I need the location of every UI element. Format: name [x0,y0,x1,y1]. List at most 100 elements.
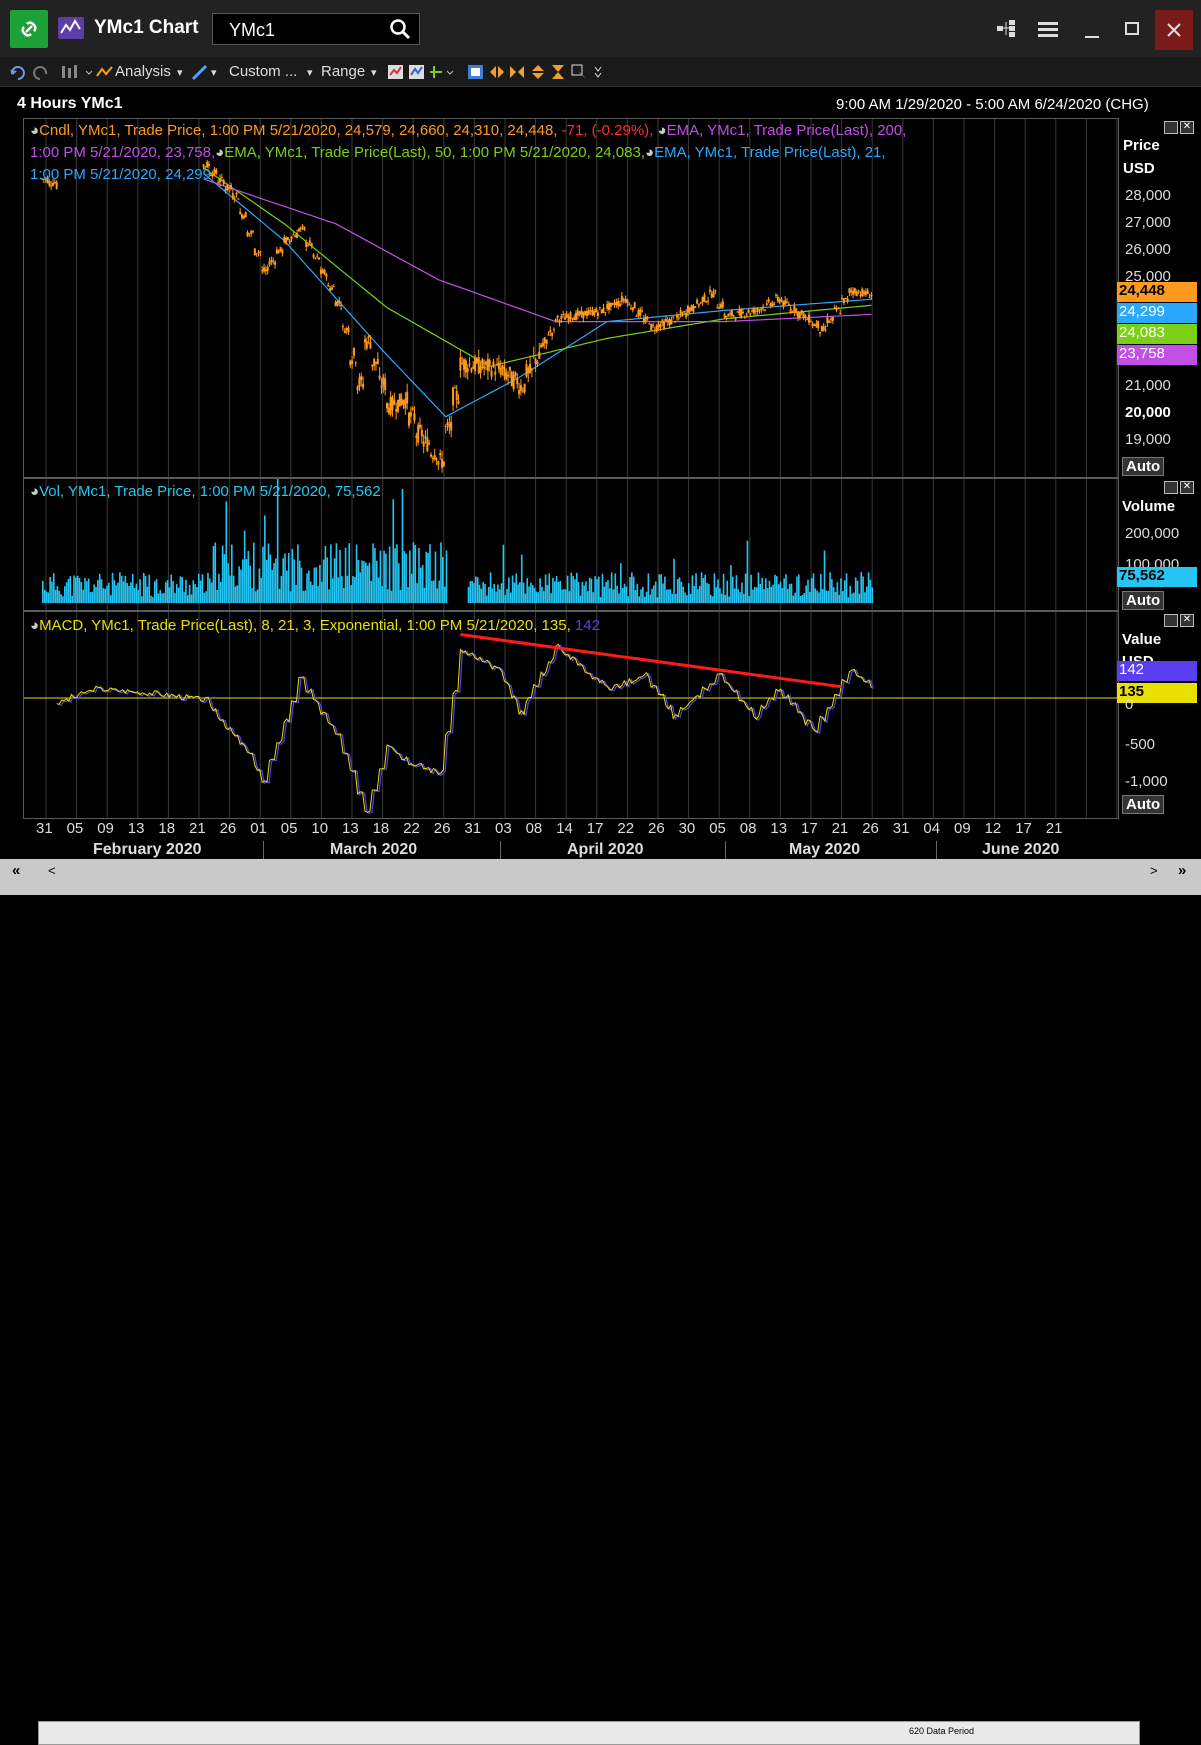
candle-body [672,316,675,318]
draw-line-icon[interactable] [191,63,209,81]
candle-body [859,294,862,296]
scroll-left-icon[interactable]: « [12,862,21,879]
candle-body [637,310,640,316]
x-axis-day-label: 01 [250,820,267,837]
menu-icon[interactable] [1032,10,1066,48]
volume-bar [610,572,613,603]
range-menu[interactable]: Range [321,63,366,80]
pane-close-icon[interactable]: ✕ [1180,614,1194,627]
undo-redo-icons[interactable] [8,62,98,82]
candle-body [870,294,873,297]
legend-toggle-icon[interactable]: ◕ [657,122,667,139]
legend-toggle-icon[interactable]: ◕ [30,617,40,634]
search-input[interactable]: YMc1 [212,13,420,45]
candle-body [813,324,816,326]
scroll-track[interactable]: 620 Data Period [38,1721,1140,1745]
volume-bar [484,584,486,603]
volume-bar [695,573,697,603]
x-axis-day-label: 05 [709,820,726,837]
volume-bar [590,578,593,603]
price-legend-row2: 1:00 PM 5/21/2020, 23,758,◕EMA, YMc1, Tr… [30,144,886,161]
candle-body [479,367,482,373]
candle-body [356,386,359,391]
volume-bar [598,576,600,603]
volume-bar [108,582,110,603]
candle-body [398,393,401,407]
pane-maximize-icon[interactable] [1164,481,1178,494]
chevron-down-icon[interactable]: ▾ [371,67,377,79]
candle-body [567,316,570,322]
volume-bar [733,588,736,603]
candle-body [363,339,366,343]
volume-bar [722,573,725,603]
scroll-right-step-icon[interactable]: > [1150,863,1158,878]
legend-toggle-icon[interactable]: ◕ [30,122,40,139]
candle-body [677,317,680,319]
candle-body [573,317,576,321]
x-axis-day-label: 17 [801,820,818,837]
legend-toggle-icon[interactable]: ◕ [215,144,225,161]
chart-tools-icons[interactable] [386,62,616,82]
search-icon[interactable] [389,18,411,40]
candle-body [358,377,361,387]
pane-maximize-icon[interactable] [1164,121,1178,134]
volume-bar [638,596,640,603]
chevron-down-icon[interactable]: ▾ [211,67,217,79]
pane-close-icon[interactable]: ✕ [1180,481,1194,494]
price-auto-button[interactable]: Auto [1122,457,1165,476]
title-bar: YMc1 Chart YMc1 [0,0,1201,57]
volume-bar [575,572,578,603]
volume-bar [631,572,633,603]
candle-body [584,311,587,316]
volume-bar [676,579,679,603]
candle-body [762,306,765,308]
candle-body [376,358,379,364]
analysis-menu[interactable]: Analysis [115,63,171,80]
volume-bar [498,589,501,603]
volume-pane[interactable]: ◕Vol, YMc1, Trade Price, 1:00 PM 5/21/20… [23,478,1119,611]
link-icon[interactable] [10,10,48,48]
macd-plot[interactable] [24,612,1118,818]
scroll-right-icon[interactable]: » [1178,862,1187,879]
candle-body [661,320,664,324]
legend-toggle-icon[interactable]: ◕ [30,483,40,500]
x-axis-day-label: 13 [127,820,145,837]
legend-ema21-value: 1:00 PM 5/21/2020, 24,299 [30,166,211,183]
price-pane[interactable]: ◕Cndl, YMc1, Trade Price, 1:00 PM 5/21/2… [23,118,1119,478]
volume-bar [207,572,209,603]
volume-bar [781,587,784,603]
candle-body [268,261,271,265]
candle-body [725,316,728,318]
volume-bar [744,573,747,603]
chevron-down-icon[interactable]: ▾ [307,67,313,79]
candle-body [613,302,616,305]
date-range[interactable]: 9:00 AM 1/29/2020 - 5:00 AM 6/24/2020 (C… [836,96,1149,113]
maximize-icon[interactable] [1115,10,1149,48]
volume-plot[interactable] [24,479,1118,610]
legend-toggle-icon[interactable]: ◕ [645,144,655,161]
custom-menu[interactable]: Custom ... [229,63,298,80]
candle-body [261,269,264,272]
volume-bar [651,588,653,603]
price-plot[interactable] [24,119,1118,477]
volume-auto-button[interactable]: Auto [1122,591,1165,610]
macd-pane[interactable]: ◕MACD, YMc1, Trade Price(Last), 8, 21, 3… [23,611,1119,819]
close-icon[interactable] [1155,10,1193,50]
macd-auto-button[interactable]: Auto [1122,795,1165,814]
volume-bar [831,579,833,603]
pane-close-icon[interactable]: ✕ [1180,121,1194,134]
scroll-left-step-icon[interactable]: < [48,863,56,878]
volume-bar [717,579,719,603]
candle-body [666,320,669,322]
pane-maximize-icon[interactable] [1164,614,1178,627]
chevron-down-icon[interactable]: ▾ [177,67,183,79]
tree-icon[interactable] [990,10,1024,48]
minimize-icon[interactable] [1075,10,1109,48]
candle-body [824,329,827,331]
volume-bar [317,586,319,603]
x-axis-day-label: 21 [831,820,849,837]
candle-body [800,310,803,313]
candle-body [226,184,229,191]
volume-bar [218,573,220,603]
candle-body [455,390,458,401]
